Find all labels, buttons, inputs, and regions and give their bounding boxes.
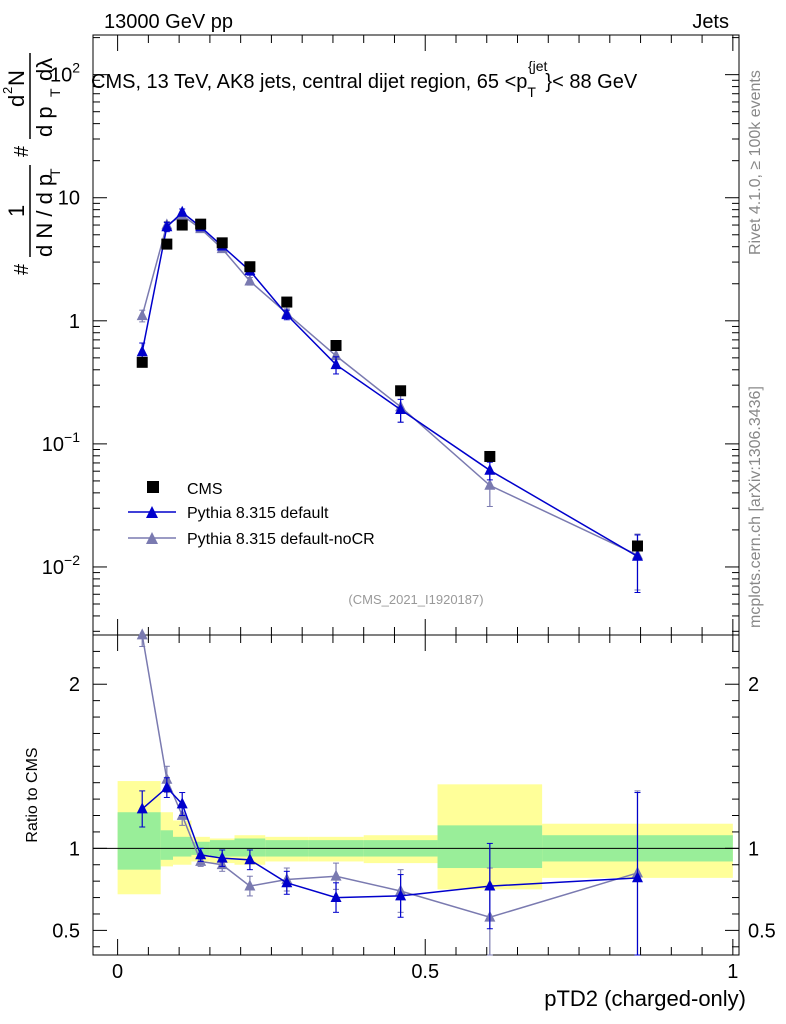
ratio-y-tick-label-right: 1 xyxy=(748,838,759,860)
triangle-marker xyxy=(395,402,407,414)
main-series-group xyxy=(136,205,643,594)
ratio-triangle-marker xyxy=(136,802,148,814)
cms-data-point xyxy=(161,238,173,250)
triangle-marker xyxy=(484,463,496,475)
title-sub-t: T xyxy=(527,84,536,100)
analysis-id: (CMS_2021_I1920187) xyxy=(348,592,483,607)
x-tick-label: 0.5 xyxy=(411,961,439,983)
main-y-tick-label: 10 xyxy=(58,188,80,210)
ratio-triangle-marker xyxy=(161,781,173,793)
cms-data-point xyxy=(631,540,643,552)
ylabel-num-n: N xyxy=(4,70,29,86)
green-band xyxy=(117,812,161,870)
title-part-b: }< 88 GeV xyxy=(545,71,637,93)
ratio-y-tick-label-right: 0.5 xyxy=(748,920,776,942)
triangle-marker xyxy=(330,358,342,370)
ratio-triangle-marker xyxy=(330,869,342,881)
ratio-triangle-marker xyxy=(216,851,228,863)
cms-data-point xyxy=(195,218,207,230)
triangle-marker xyxy=(631,549,643,561)
ratio-triangle-marker xyxy=(395,889,407,901)
main-y-axis-label: # d N / d p T 1 # d p T dλ d 2 N # xyxy=(0,53,63,275)
ratio-series-group xyxy=(136,628,643,956)
title-part-a: CMS, 13 TeV, AK8 jets, central dijet reg… xyxy=(91,71,527,93)
green-band xyxy=(160,830,173,860)
ylabel-den: d N / d p xyxy=(32,174,57,257)
triangle-marker xyxy=(244,274,256,286)
x-axis-ticks: 0 0.5 1 xyxy=(112,35,738,983)
main-title: CMS, 13 TeV, AK8 jets, central dijet reg… xyxy=(91,58,638,100)
ylabel-den-t: T xyxy=(47,168,63,177)
x-axis-label: pTD2 (charged-only) xyxy=(544,986,746,1011)
ratio-y-tick-label-right: 2 xyxy=(748,674,759,696)
ratio-y-ticks: 0.5 0.5 1 1 2 2 xyxy=(52,650,776,948)
main-y-tick-label: 102 xyxy=(50,60,80,87)
ratio-triangle-marker xyxy=(631,871,643,883)
green-band xyxy=(172,836,192,857)
ratio-triangle-marker xyxy=(484,879,496,891)
ratio-triangle-marker xyxy=(136,628,148,640)
legend-nocr-marker xyxy=(146,532,158,544)
ratio-triangle-marker xyxy=(195,848,207,860)
cms-data-point xyxy=(244,261,256,273)
legend-default-label: Pythia 8.315 default xyxy=(187,505,329,522)
main-y-ticks: 102 10 1 10−1 10−2 xyxy=(42,37,739,632)
green-band xyxy=(234,838,266,857)
ylabel-dp: d p xyxy=(32,106,57,137)
legend-default-marker xyxy=(146,506,158,518)
ratio-triangle-marker xyxy=(244,879,256,891)
legend-nocr-label: Pythia 8.315 default-noCR xyxy=(187,531,375,548)
ratio-y-label: Ratio to CMS xyxy=(24,747,41,842)
ylabel-one: 1 xyxy=(4,205,29,217)
header-jets: Jets xyxy=(692,11,729,33)
ratio-y-tick-label-left: 2 xyxy=(69,674,80,696)
mcplots-label: mcplots.cern.ch [arXiv:1306.3436] xyxy=(747,386,764,628)
cms-data-point xyxy=(216,237,228,249)
cms-data-point xyxy=(395,385,407,397)
ratio-triangle-marker xyxy=(176,797,188,809)
main-y-tick-label: 1 xyxy=(69,311,80,333)
title-sup-jet: {jet xyxy=(528,58,548,74)
cms-data-point xyxy=(136,356,148,368)
ratio-triangle-marker xyxy=(244,853,256,865)
ratio-triangle-marker xyxy=(330,890,342,902)
cms-data-point xyxy=(176,219,188,231)
triangle-marker xyxy=(281,308,293,320)
ratio-panel-frame xyxy=(92,634,740,956)
ratio-y-tick-label-left: 1 xyxy=(69,838,80,860)
main-y-tick-label: 10−2 xyxy=(42,552,80,579)
cms-data-point xyxy=(281,296,293,308)
ylabel-dp-t: T xyxy=(47,88,63,97)
ylabel-num-two: 2 xyxy=(0,87,15,94)
cms-data-point xyxy=(484,450,496,462)
ratio-y-tick-label-left: 0.5 xyxy=(52,920,80,942)
legend-cms-label: CMS xyxy=(187,481,223,498)
legend-cms-marker xyxy=(147,481,159,493)
triangle-marker xyxy=(330,349,342,361)
ylabel-hash-3: # xyxy=(0,95,3,107)
triangle-marker xyxy=(136,309,148,321)
ylabel-dl: dλ xyxy=(32,58,57,81)
triangle-marker xyxy=(136,345,148,357)
cms-data-point xyxy=(330,340,342,352)
x-tick-label: 1 xyxy=(727,961,738,983)
header-energy: 13000 GeV pp xyxy=(104,11,233,33)
rivet-label: Rivet 4.1.0, ≥ 100k events xyxy=(747,70,764,255)
ylabel-num-d: d xyxy=(4,95,29,107)
ylabel-hash-2: # xyxy=(11,145,33,157)
ylabel-hash-1: # xyxy=(11,263,33,275)
triangle-marker xyxy=(484,478,496,490)
ratio-triangle-marker xyxy=(281,876,293,888)
triangle-marker xyxy=(176,205,188,217)
x-tick-label: 0 xyxy=(112,961,123,983)
legend: CMS Pythia 8.315 default Pythia 8.315 de… xyxy=(128,481,375,548)
main-y-tick-label: 10−1 xyxy=(42,429,80,456)
triangle-marker xyxy=(161,220,173,232)
